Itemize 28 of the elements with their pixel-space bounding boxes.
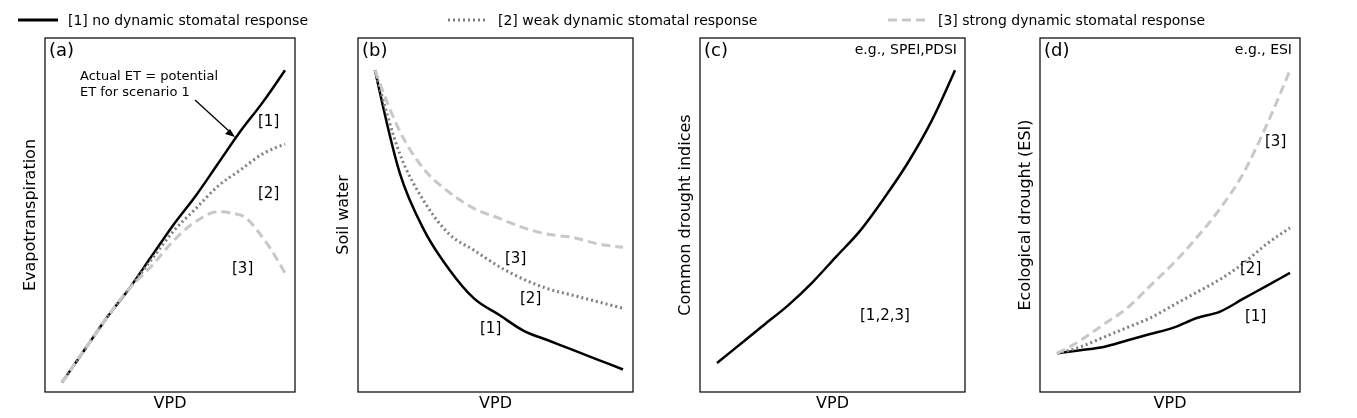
x-axis-title: VPD: [816, 393, 849, 412]
annotation: [2]: [520, 289, 542, 307]
y-axis-title: Ecological drought (ESI): [1015, 119, 1034, 311]
legend-label: [2] weak dynamic stomatal response: [498, 12, 758, 28]
chart-title: (c): [704, 39, 728, 60]
x-axis-title: VPD: [153, 393, 187, 412]
annotation: [2]: [1240, 259, 1262, 277]
x-axis-title: VPD: [1153, 393, 1187, 412]
legend-label: [3] strong dynamic stomatal response: [938, 12, 1206, 28]
annotation: [2]: [258, 184, 280, 202]
annotation: [3]: [505, 249, 527, 267]
annotation: [1]: [1245, 307, 1267, 325]
annotation: Actual ET = potential ET for scenario 1: [80, 68, 218, 99]
chart-title: (a): [49, 39, 75, 60]
y-axis-title: Evapotranspiration: [20, 138, 39, 292]
chart-subtitle: e.g., ESI: [1234, 41, 1292, 57]
annotation: [1]: [480, 319, 502, 337]
chart-subtitle: e.g., SPEI,PDSI: [854, 41, 957, 57]
chart-title: (d): [1044, 39, 1070, 60]
y-axis-title: Soil water: [333, 174, 352, 255]
x-axis-title: VPD: [479, 393, 512, 412]
annotation: [1]: [258, 112, 280, 130]
annotation: [3]: [232, 259, 254, 277]
annotation: [1,2,3]: [860, 306, 910, 324]
chart-title: (b): [362, 39, 388, 60]
legend-label: [1] no dynamic stomatal response: [68, 12, 309, 28]
annotation: [3]: [1265, 132, 1287, 150]
y-axis-title: Common drought indices: [675, 114, 694, 316]
